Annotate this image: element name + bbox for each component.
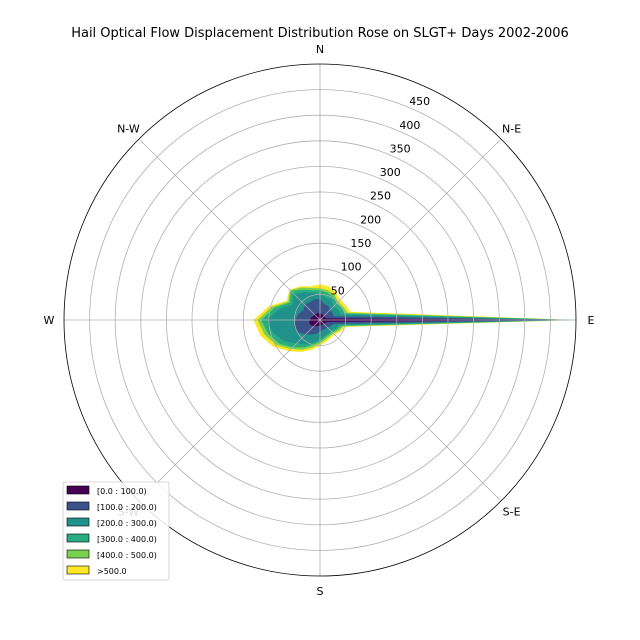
legend-swatch-1 [66,501,90,511]
legend-swatch-2 [66,517,90,527]
legend-label-3: [300.0 : 400.0) [97,535,157,544]
legend: [0.0 : 100.0) [100.0 : 200.0) [200.0 : 300… [62,481,170,581]
direction-label-w: W [44,314,55,327]
r-tick-label-0: 50 [331,284,345,297]
legend-swatch-5 [66,565,90,575]
r-tick-label-7: 400 [399,119,420,132]
r-tick-label-2: 150 [350,237,371,250]
r-tick-label-1: 100 [341,261,362,274]
r-tick-label-4: 250 [370,190,391,203]
chart-title: Hail Optical Flow Displacement Distribut… [71,26,569,41]
direction-label-n: N [316,43,324,56]
legend-swatch-3 [66,533,90,543]
legend-label-4: [400.0 : 500.0) [97,551,157,560]
series-layer [253,284,576,352]
direction-label-n-e: N-E [502,122,521,135]
direction-label-n-w: N-W [117,122,140,135]
legend-label-2: [200.0 : 300.0) [97,519,157,528]
legend-label-1: [100.0 : 200.0) [97,503,157,512]
legend-label-5: >500.0 [97,567,127,576]
r-tick-label-5: 300 [380,166,401,179]
grid-spoke-1 [319,138,502,321]
direction-label-s-e: S-E [503,506,521,519]
legend-swatch-4 [66,549,90,559]
grid-spoke-5 [138,319,321,502]
polar-frame [63,63,577,577]
direction-label-e: E [588,314,595,327]
series-area-1 [294,299,570,335]
r-tick-label-6: 350 [390,142,411,155]
legend-label-0: [0.0 : 100.0) [97,487,147,496]
direction-label-s: S [317,585,324,598]
grid-layer [64,64,576,576]
legend-frame [62,481,170,581]
legend-swatch-0 [66,485,90,495]
r-tick-label-3: 200 [360,213,381,226]
grid-spoke-7 [319,319,502,502]
r-tick-label-8: 450 [409,95,430,108]
grid-spoke-3 [138,138,321,321]
